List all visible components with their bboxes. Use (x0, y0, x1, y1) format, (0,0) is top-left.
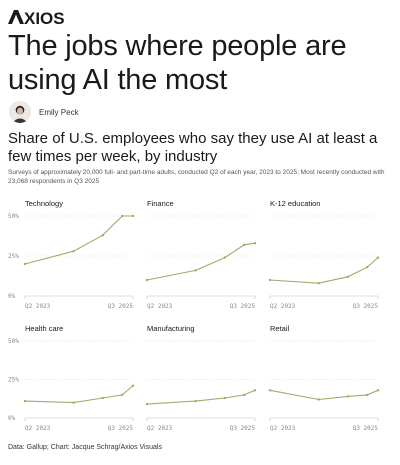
x-tick-label: Q2 2023 (147, 303, 173, 310)
panel-title: Health care (25, 324, 63, 333)
series-line (269, 257, 379, 284)
data-point (131, 214, 135, 218)
author-name[interactable]: Emily Peck (39, 107, 79, 117)
panel-health-care: Health care 50% 25% 0% Q2 2023 Q3 2025 (8, 324, 135, 432)
panel-title: Retail (270, 324, 290, 333)
data-point (194, 269, 197, 272)
panel-title: Technology (25, 199, 63, 208)
y-tick-label: 0% (8, 293, 16, 300)
x-tick-label: Q3 2025 (353, 303, 379, 310)
series-line (146, 242, 256, 281)
data-point (317, 282, 320, 285)
axios-logo-icon: XIOS (8, 9, 65, 27)
brand-name: XIOS (24, 9, 65, 27)
data-point (194, 399, 197, 403)
data-point (346, 395, 349, 398)
chart-title: Share of U.S. employees who say they use… (8, 130, 378, 165)
panel-retail: Retail Q2 2023 Q3 2025 (268, 324, 380, 432)
headline: The jobs where people are using AI the m… (8, 30, 347, 96)
x-tick-label: Q2 2023 (25, 425, 51, 432)
data-point (346, 275, 349, 278)
data-point (268, 389, 272, 392)
data-point (243, 243, 246, 246)
byline: Emily Peck (9, 100, 79, 124)
data-point (223, 396, 226, 400)
data-point (243, 393, 246, 397)
x-tick-label: Q2 2023 (270, 425, 296, 432)
panel-technology: Technology 50% 25% 0% Q2 2023 Q3 2025 (8, 199, 135, 310)
data-point (23, 262, 27, 266)
panel-finance: Finance Q2 2023 Q3 2025 (145, 199, 257, 310)
x-tick-label: Q3 2025 (108, 303, 134, 310)
data-point (72, 401, 75, 404)
data-point (101, 396, 105, 400)
series-line (24, 385, 134, 404)
data-point (131, 384, 135, 387)
data-point (376, 256, 380, 259)
data-point (366, 266, 369, 269)
y-tick-label: 25% (8, 377, 19, 384)
x-tick-label: Q3 2025 (353, 425, 379, 432)
data-point (366, 393, 369, 397)
y-tick-label: 25% (8, 253, 19, 260)
panel-title: Manufacturing (147, 324, 195, 333)
data-point (253, 389, 257, 392)
series-line (146, 389, 256, 405)
x-tick-label: Q2 2023 (25, 303, 51, 310)
y-tick-label: 50% (8, 338, 19, 345)
data-point (72, 250, 75, 253)
panel-k-12-education: K-12 education Q2 2023 Q3 2025 (268, 199, 380, 310)
x-tick-label: Q3 2025 (108, 425, 134, 432)
data-point (223, 256, 226, 259)
data-point (23, 399, 27, 403)
x-tick-label: Q2 2023 (270, 303, 296, 310)
x-tick-label: Q3 2025 (230, 425, 256, 432)
data-point (101, 234, 105, 237)
data-point (317, 398, 320, 401)
data-point (121, 393, 124, 397)
axios-logo[interactable]: XIOS (8, 7, 72, 27)
footer-source: Data: Gallup; Chart: Jacque Schrag/Axios… (8, 444, 162, 451)
y-tick-label: 50% (8, 213, 19, 220)
author-avatar-icon (9, 101, 31, 123)
data-point (145, 402, 149, 406)
series-line (24, 215, 133, 265)
author-avatar[interactable] (9, 101, 31, 123)
panel-title: Finance (147, 199, 174, 208)
data-point (253, 242, 257, 245)
small-multiples-chart: Technology 50% 25% 0% Q2 2023 Q3 2025 Finance Q… (8, 199, 380, 432)
data-point (145, 278, 149, 282)
data-point (268, 278, 272, 282)
data-point (121, 214, 124, 218)
data-point (376, 389, 380, 392)
y-tick-label: 0% (8, 415, 16, 422)
chart-subtitle: Surveys of approximately 20,000 full- an… (8, 169, 385, 185)
x-tick-label: Q3 2025 (230, 303, 256, 310)
panel-manufacturing: Manufacturing Q2 2023 Q3 2025 (145, 324, 257, 432)
series-line (269, 389, 379, 401)
x-tick-label: Q2 2023 (147, 425, 173, 432)
panel-title: K-12 education (270, 199, 320, 208)
